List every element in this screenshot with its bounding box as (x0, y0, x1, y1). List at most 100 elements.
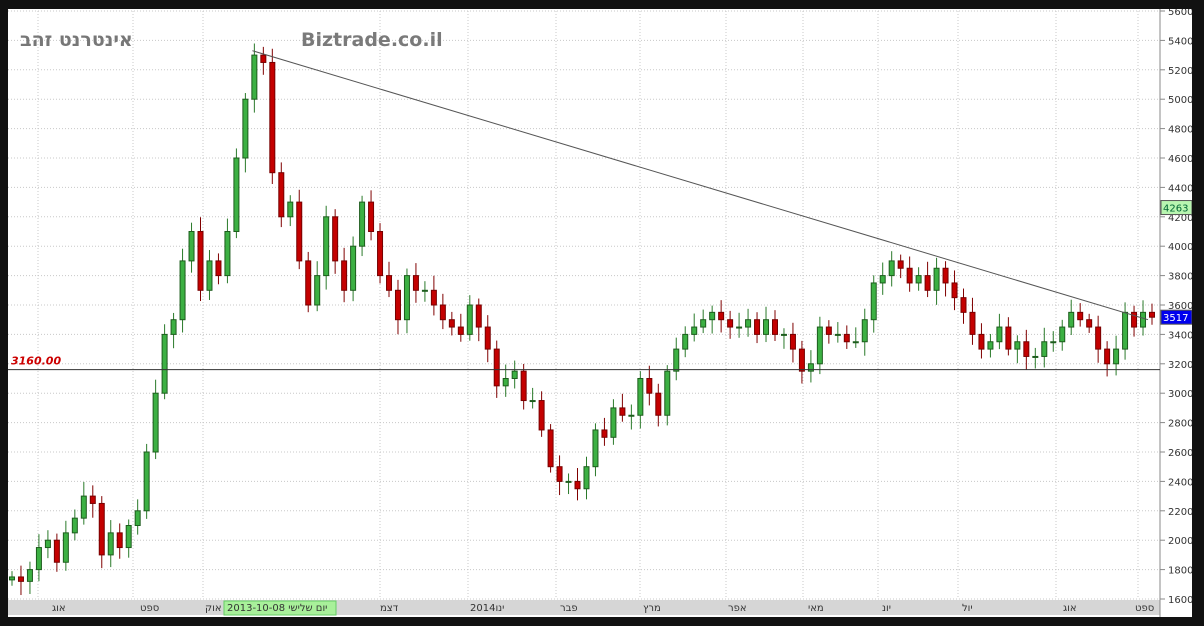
y-tick-label: 2000 (1168, 536, 1192, 547)
candle-body (26, 569, 33, 582)
candle-body (1050, 341, 1057, 344)
candle-body (655, 392, 662, 416)
candle-body (296, 201, 303, 262)
candle-body (350, 245, 357, 291)
candle-body (619, 407, 626, 416)
y-tick-label: 2800 (1168, 419, 1192, 430)
candle-body (233, 157, 240, 232)
candle-body (161, 333, 168, 394)
candle-body (906, 267, 913, 284)
candle-body (942, 267, 949, 284)
candle-body (807, 363, 814, 372)
x-tick-label: יונ (882, 603, 891, 614)
candle-body (700, 319, 707, 328)
candle-body (493, 348, 500, 387)
candle-body (1014, 341, 1021, 350)
candle-body (341, 260, 348, 291)
y-tick-label: 2600 (1168, 448, 1192, 459)
candle-body (951, 282, 958, 299)
candle-body (718, 311, 725, 321)
candle-body (780, 333, 787, 336)
candle-body (251, 54, 258, 100)
candle-body (960, 297, 967, 313)
candle-body (691, 326, 698, 335)
candle-body (529, 400, 536, 403)
price-marker (1160, 200, 1192, 216)
y-tick-label: 1800 (1168, 566, 1192, 577)
candle-body (574, 480, 581, 490)
candle-body (359, 201, 366, 247)
candle-body (430, 289, 437, 306)
candle-body (107, 532, 114, 556)
y-tick-label: 3200 (1168, 360, 1192, 371)
candle-body (1059, 326, 1066, 343)
support-line-label: 3160.00 (11, 355, 61, 368)
candle-body (188, 231, 195, 262)
candle-body (242, 98, 249, 159)
candle-body (987, 341, 994, 350)
candle-body (278, 172, 285, 218)
candle-body (403, 275, 410, 321)
candle-body (996, 326, 1003, 343)
candle-body (44, 539, 51, 549)
candle-body (1131, 311, 1138, 328)
candle-body (565, 480, 572, 483)
candle-body (556, 466, 563, 482)
candle-body (763, 319, 770, 335)
candle-body (637, 378, 644, 416)
candle-body (224, 231, 231, 277)
candle-body (377, 231, 384, 277)
candle-body (62, 532, 69, 563)
candle-body (89, 495, 96, 504)
y-tick-label: 3600 (1168, 301, 1192, 312)
candle-body (1032, 355, 1039, 358)
candle-body (314, 275, 321, 306)
candle-body (879, 275, 886, 284)
candle-body (197, 231, 204, 291)
candle-body (736, 326, 743, 329)
x-tick-label: אוק (205, 603, 222, 614)
candle-body (861, 319, 868, 343)
candle-body (1149, 311, 1155, 318)
candlestick-chart: 1600 1800 2000 2200 2400 2600 2800 3000 3200 3400… (8, 9, 1192, 617)
candle-body (71, 517, 78, 534)
candle-body (439, 304, 446, 321)
candle-body (134, 510, 141, 526)
candle-body (538, 400, 545, 431)
candle-body (610, 407, 617, 438)
candle-body (287, 201, 294, 218)
candle-body (170, 319, 177, 335)
y-tick-label: 4600 (1168, 154, 1192, 165)
instrument-title: אינטרנט זהב (20, 29, 133, 51)
candle-body (412, 275, 419, 291)
candle-body (152, 392, 159, 453)
candle-body (583, 466, 590, 490)
candle-body (421, 289, 428, 292)
candle-body (215, 260, 222, 277)
candle-body (1077, 311, 1084, 321)
candle-body (260, 54, 267, 63)
x-tick-label: מאי (808, 603, 824, 614)
y-tick-label: 2400 (1168, 477, 1192, 488)
candle-body (745, 319, 752, 328)
candle-body (969, 311, 976, 335)
trendline (252, 50, 1149, 321)
candle-body (754, 319, 761, 335)
candle-body (269, 61, 276, 174)
y-tick-label: 4400 (1168, 183, 1192, 194)
candle-body (628, 414, 635, 417)
candle-body (305, 260, 312, 306)
candle-body (502, 378, 509, 387)
candle-body (816, 326, 823, 365)
candle-body (35, 547, 42, 571)
candle-body (394, 289, 401, 321)
candle-body (143, 451, 150, 512)
candle-body (825, 326, 832, 335)
cursor-date-label: 2013-10-08 יום שלישי (227, 603, 327, 614)
candle-body (646, 378, 653, 394)
candle-body (547, 429, 554, 468)
candle-body (1086, 319, 1093, 328)
candle-body (978, 333, 985, 350)
y-tick-label: 4000 (1168, 242, 1192, 253)
candle-body (789, 333, 796, 350)
